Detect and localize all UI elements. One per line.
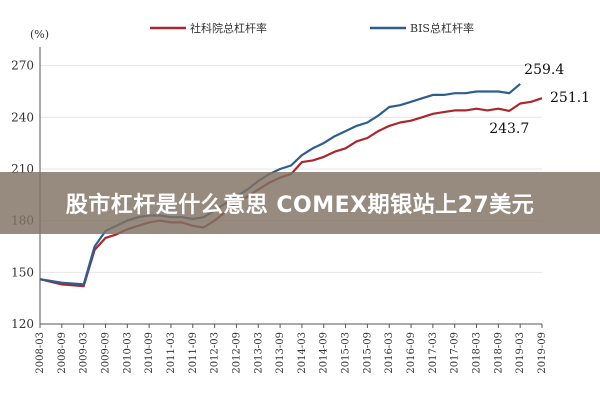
- x-tick-label: 2008-09: [57, 332, 68, 374]
- overlay-banner: 股市杠杆是什么意思 COMEX期银站上27美元: [0, 172, 600, 234]
- x-tick-label: 2013-09: [275, 332, 286, 374]
- x-tick-label: 2016-03: [384, 332, 395, 374]
- x-tick-label: 2008-03: [35, 332, 46, 374]
- x-tick-label: 2018-03: [472, 332, 483, 374]
- x-tick-label: 2017-03: [428, 332, 439, 374]
- x-tick-label: 2010-09: [144, 332, 155, 374]
- x-tick-label: 2011-09: [188, 332, 199, 374]
- x-tick-label: 2012-09: [231, 332, 242, 374]
- data-label: 251.1: [550, 90, 590, 106]
- data-label: 243.7: [489, 121, 529, 137]
- x-tick-label: 2014-03: [297, 332, 308, 374]
- annotations: 259.4 251.1 243.7: [489, 62, 590, 137]
- grid: [40, 65, 542, 273]
- banner-title: 股市杠杆是什么意思 COMEX期银站上27美元: [65, 193, 535, 218]
- y-tick-label: 270: [11, 59, 34, 73]
- x-tick-label: 2009-09: [100, 332, 111, 374]
- x-tick-label: 2018-09: [493, 332, 504, 374]
- legend-label: BIS总杠杆率: [410, 21, 474, 35]
- y-tick-label: 240: [11, 110, 34, 124]
- x-tick-label: 2013-03: [253, 332, 264, 374]
- x-tick-label: 2019-03: [515, 332, 526, 374]
- x-tick-label: 2009-03: [79, 332, 90, 374]
- x-tick-label: 2019-09: [537, 332, 548, 374]
- y-axis-label: (%): [30, 28, 49, 41]
- x-tick-label: 2017-09: [450, 332, 461, 374]
- legend-label: 社科院总杠杆率: [190, 21, 267, 35]
- x-tick-label: 2010-03: [122, 332, 133, 374]
- y-tick-label: 120: [11, 317, 34, 331]
- data-label: 259.4: [524, 62, 564, 78]
- x-tick-label: 2015-03: [341, 332, 352, 374]
- y-tick-label: 150: [11, 265, 34, 279]
- x-tick-label: 2016-09: [406, 332, 417, 374]
- x-tick-label: 2015-09: [362, 332, 373, 374]
- x-tick-label: 2012-03: [210, 332, 221, 374]
- x-tick-label: 2014-09: [319, 332, 330, 374]
- x-tick-label: 2011-03: [166, 332, 177, 374]
- legend: 社科院总杠杆率 BIS总杠杆率: [150, 21, 474, 35]
